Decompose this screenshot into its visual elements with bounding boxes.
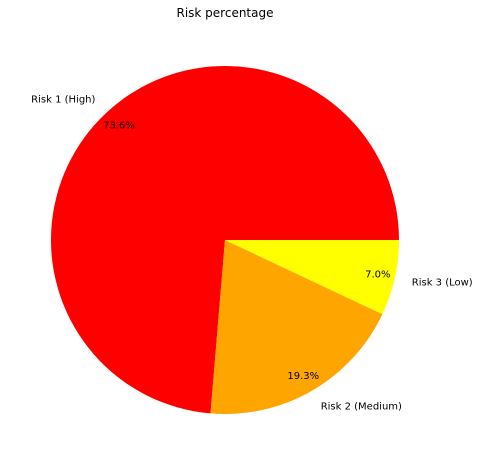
pie-labels: Risk 1 (High) 73.6% Risk 2 (Medium) 19.3% Ri… [31,95,473,413]
pie-slice-3 [225,240,399,315]
slice-label-3: Risk 3 (Low) [412,277,473,288]
pie-slices [50,66,399,415]
chart-title: Risk percentage [176,6,273,20]
percent-label-3: 7.0% [365,270,390,281]
pie-slice-2 [210,240,383,415]
slice-label-2: Risk 2 (Medium) [321,401,402,412]
pie-slice-1 [50,66,399,414]
percent-label-2: 19.3% [287,371,319,382]
percent-label-1: 73.6% [103,120,135,131]
slice-label-1: Risk 1 (High) [31,95,95,106]
